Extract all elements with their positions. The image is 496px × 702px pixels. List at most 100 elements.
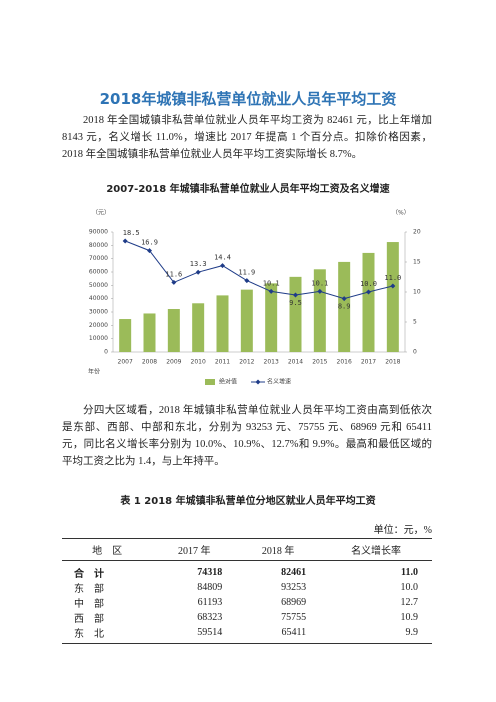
marker <box>122 238 128 244</box>
table-cell: 西 部 <box>74 614 104 625</box>
x-tick-label: 2017 <box>361 359 376 366</box>
legend-label: 名义增速 <box>267 378 291 386</box>
legend-label: 绝对值 <box>219 378 237 386</box>
data-label: 10.1 <box>263 279 280 287</box>
bar <box>265 283 278 352</box>
table-cell: 12.7 <box>400 597 419 608</box>
x-tick-label: 2013 <box>264 359 279 366</box>
x-tick-label: 2012 <box>239 359 254 366</box>
x-tick-label: 2007 <box>118 359 133 366</box>
table-cell: 68323 <box>197 612 223 623</box>
bar <box>362 252 375 352</box>
table-row: 合 计 74318 82461 11.0 <box>62 561 432 580</box>
table-cell: 59514 <box>152 625 237 644</box>
y-tick-label: 0 <box>104 349 108 356</box>
table-cell: 61193 <box>197 597 223 608</box>
x-axis-title: 年份 <box>88 368 100 376</box>
y2-axis-title: （%） <box>392 210 410 217</box>
paragraph: 2018 年全国城镇非私营单位就业人员年平均工资为 82461 元，比上年增加 … <box>62 115 432 160</box>
table-cell: 11.0 <box>401 567 418 578</box>
bar <box>143 313 156 352</box>
table-cell: 10.9 <box>400 612 419 623</box>
table-cell: 10.0 <box>400 582 419 593</box>
x-tick-label: 2018 <box>385 359 400 366</box>
table-cell: 中 部 <box>74 599 104 610</box>
table-cell: 东 北 <box>62 625 153 644</box>
y-tick-label: 90000 <box>89 229 108 236</box>
y2-tick-label: 5 <box>413 319 417 326</box>
data-label: 11.0 <box>384 274 401 282</box>
marker <box>317 288 323 294</box>
table-cell: 9.9 <box>320 625 432 644</box>
y2-tick-label: 20 <box>413 229 421 236</box>
table-cell: 75755 <box>281 612 307 623</box>
marker <box>195 269 201 275</box>
marker <box>341 296 347 302</box>
y-tick-label: 40000 <box>89 295 108 302</box>
y-axis-title: （元） <box>92 210 110 217</box>
bar <box>313 269 326 352</box>
y-tick-label: 10000 <box>89 335 108 342</box>
marker <box>171 279 177 285</box>
column-header: 名义增长率 <box>320 538 432 561</box>
marker <box>366 289 371 295</box>
table-unit: 单位：元，% <box>373 525 432 536</box>
data-label: 18.5 <box>123 229 140 237</box>
x-tick-label: 2011 <box>215 359 230 366</box>
marker <box>244 278 250 284</box>
data-label: 11.6 <box>165 270 182 278</box>
column-header: 2018 年 <box>236 538 321 561</box>
table-cell: 65411 <box>236 625 321 644</box>
data-label: 16.9 <box>141 239 158 247</box>
data-label: 8.9 <box>338 303 351 311</box>
marker <box>220 263 225 269</box>
y2-tick-label: 15 <box>413 259 421 266</box>
bar <box>289 276 302 352</box>
line <box>124 240 393 300</box>
table-cell: 68969 <box>281 597 307 608</box>
data-label: 14.4 <box>214 254 231 262</box>
x-tick-label: 2009 <box>166 359 181 366</box>
marker <box>147 248 152 254</box>
y2-tick-label: 0 <box>413 349 417 356</box>
table-cell: 84809 <box>197 582 223 593</box>
bar <box>386 242 399 352</box>
y-tick-label: 60000 <box>89 269 108 276</box>
page-title: 2018年城镇非私营单位就业人员年平均工资 <box>99 90 397 108</box>
y-tick-label: 30000 <box>89 309 108 316</box>
bar <box>240 289 253 352</box>
marker <box>293 292 298 298</box>
legend-swatch <box>205 379 215 385</box>
chart: （元） （%） 年份 0 10000 20000 30000 40000 50000 600… <box>88 210 421 386</box>
table-row: 东 北 59514 65411 9.9 <box>62 625 432 644</box>
data-label: 11.9 <box>238 269 255 277</box>
chart-title: 2007-2018 年城镇非私营单位就业人员年平均工资及名义增速 <box>106 184 390 195</box>
data-label: 10.0 <box>360 280 377 288</box>
bar <box>192 303 205 352</box>
y-tick-label: 20000 <box>89 322 108 329</box>
y-tick-label: 50000 <box>89 282 108 289</box>
y-tick-label: 70000 <box>89 255 108 262</box>
table-row: 东 部 84809 93253 10.0 <box>62 580 432 595</box>
table: 地 区 2017 年 2018 年名义增长率合 计 74318 82461 11.0 东 部… <box>62 538 432 644</box>
data-label: 9.5 <box>289 299 302 307</box>
bar <box>167 309 180 352</box>
table-cell: 74318 <box>197 567 223 578</box>
marker <box>390 283 396 289</box>
table-row: 中 部 61193 68969 12.7 <box>62 595 432 610</box>
x-tick-label: 2010 <box>191 359 206 366</box>
x-tick-label: 2008 <box>142 359 157 366</box>
marker <box>268 288 274 294</box>
bar <box>119 319 132 352</box>
data-label: 13.3 <box>190 260 207 268</box>
column-header: 2017 年 <box>152 538 237 561</box>
x-tick-label: 2016 <box>337 359 352 366</box>
table-cell: 合 计 <box>74 569 104 580</box>
table-row: 西 部 68323 75755 10.9 <box>62 610 432 625</box>
table-title: 表 1 2018 年城镇非私营单位分地区就业人员年平均工资 <box>120 496 376 507</box>
table-cell: 93253 <box>281 582 307 593</box>
x-tick-label: 2014 <box>288 359 303 366</box>
legend-swatch <box>255 379 261 385</box>
table-cell: 东 部 <box>74 584 104 595</box>
